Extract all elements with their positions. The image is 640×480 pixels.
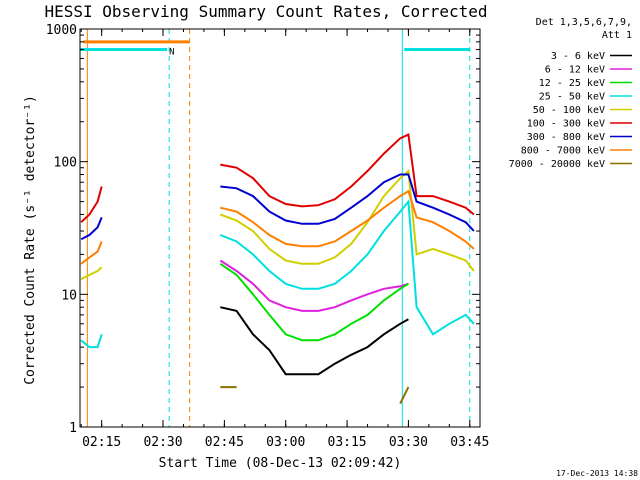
x-tick-label: 03:15 xyxy=(328,435,367,450)
flag-bars: N xyxy=(80,40,470,58)
legend-entry-label: 12 - 25 keV xyxy=(539,78,605,89)
x-tick-label: 02:15 xyxy=(82,435,121,450)
legend-entry-label: 7000 - 20000 keV xyxy=(509,159,605,170)
x-tick-label: 03:00 xyxy=(266,435,305,450)
series-line xyxy=(220,306,409,376)
chart-title: HESSI Observing Summary Count Rates, Cor… xyxy=(44,2,487,21)
legend-entry-label: 25 - 50 keV xyxy=(539,92,605,103)
legend-entry-label: 800 - 7000 keV xyxy=(521,146,605,157)
flag-label: N xyxy=(169,48,174,58)
plot-frame xyxy=(79,28,481,428)
legend: Det 1,3,5,6,7,9, Att 1 3 - 6 keV 6 - 12 keV… xyxy=(509,17,632,170)
legend-entry-label: 100 - 300 keV xyxy=(527,119,605,130)
legend-header: Det 1,3,5,6,7,9, xyxy=(536,17,632,28)
legend-header: Att 1 xyxy=(602,30,632,41)
x-tick-label: 03:30 xyxy=(389,435,428,450)
footer-timestamp: 17-Dec-2013 14:38 xyxy=(556,469,638,478)
legend-entry-label: 300 - 800 keV xyxy=(527,132,605,143)
x-axis-ticks: 02:15 02:30 02:45 03:00 03:15 03:30 03:45 xyxy=(80,29,489,450)
legend-entry-label: 50 - 100 keV xyxy=(533,105,605,116)
legend-entry-label: 3 - 6 keV xyxy=(551,51,605,62)
series-line xyxy=(219,262,409,342)
y-tick-label: 1000 xyxy=(46,23,77,38)
series-line xyxy=(80,199,475,349)
x-axis-label: Start Time (08-Dec-13 02:09:42) xyxy=(159,456,402,471)
legend-entry-label: 6 - 12 keV xyxy=(545,65,605,76)
series-layer xyxy=(80,133,475,404)
y-tick-label: 1 xyxy=(69,421,77,436)
series-line xyxy=(219,259,409,312)
x-tick-label: 02:45 xyxy=(205,435,244,450)
x-tick-label: 03:45 xyxy=(450,435,489,450)
y-tick-label: 10 xyxy=(61,288,77,303)
x-tick-label: 02:30 xyxy=(143,435,182,450)
y-axis-ticks: 1 10 100 1000 xyxy=(46,23,480,436)
y-tick-label: 100 xyxy=(54,156,77,171)
marker-lines xyxy=(86,29,471,427)
series-line xyxy=(80,189,475,265)
y-axis-label: Corrected Count Rate (s⁻¹ detector⁻¹) xyxy=(23,95,38,385)
series-line xyxy=(80,168,475,281)
series-line xyxy=(80,133,475,223)
series-line xyxy=(80,173,475,241)
